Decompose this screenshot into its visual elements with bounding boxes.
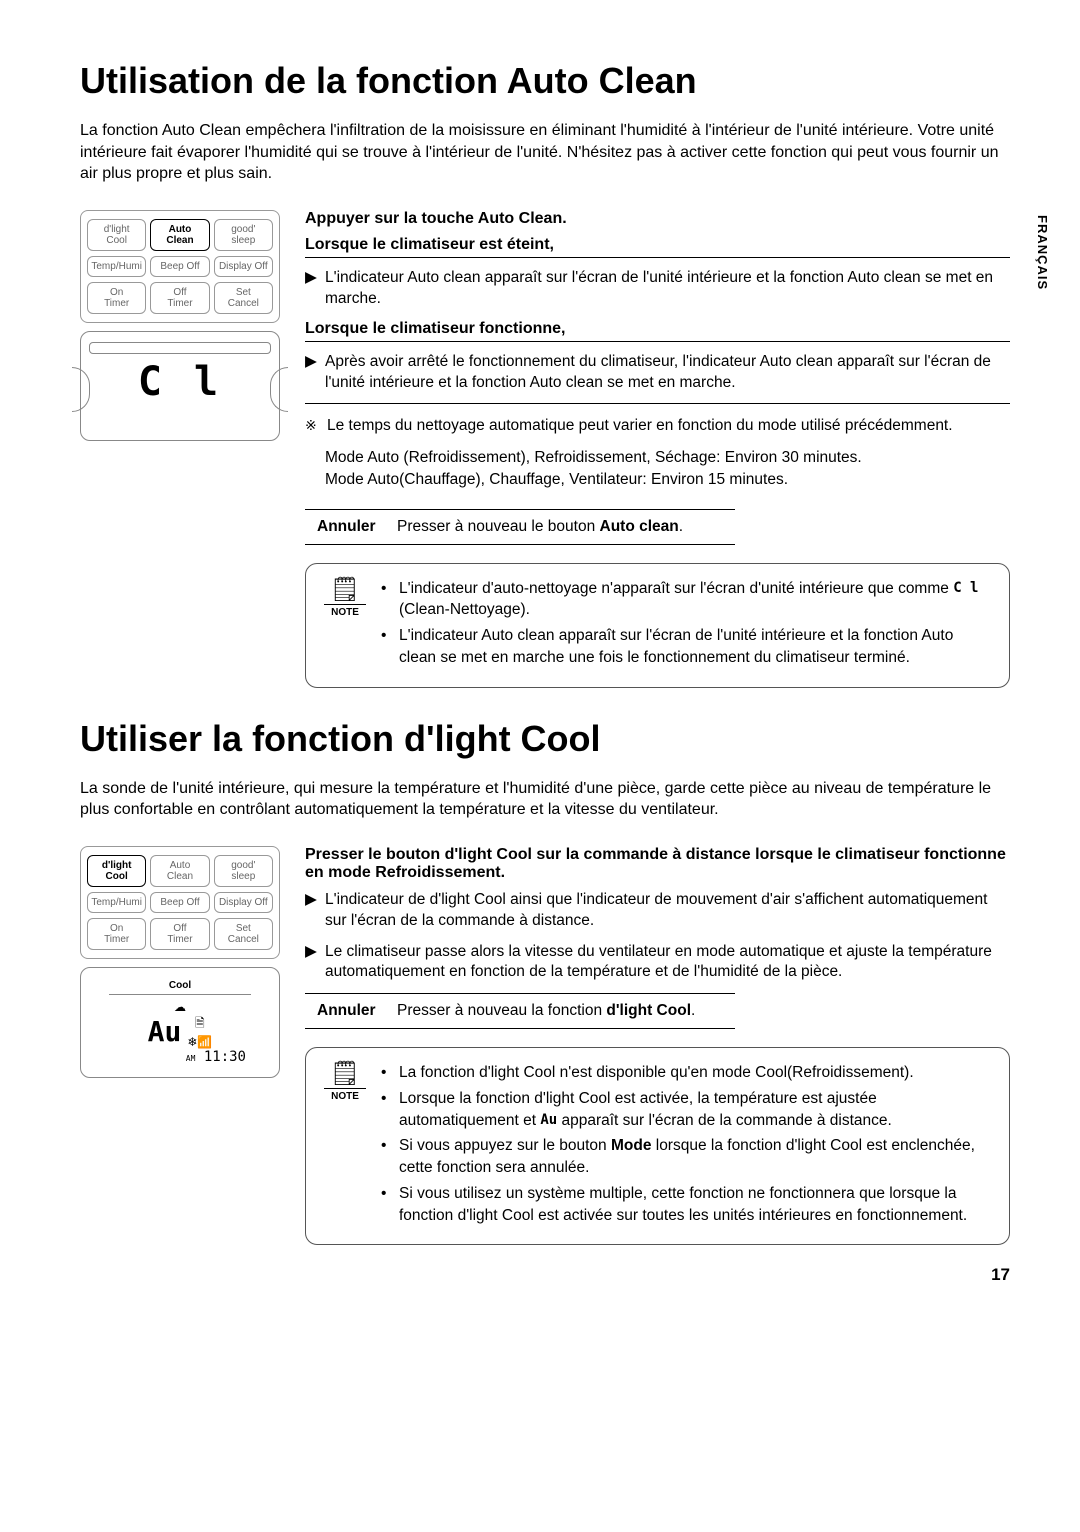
sub2-bullet-text: Après avoir arrêté le fonctionnement du …	[325, 352, 1010, 394]
remote-btn-temphumi: Temp/Humi	[87, 892, 146, 913]
remote-btn-beepoff: Beep Off	[150, 256, 209, 277]
sub2-bullet: ▶ Après avoir arrêté le fonctionnement d…	[305, 352, 1010, 394]
unit-display-s2: Cool ☁ Au 🗎❄📶 AM 11:30	[80, 967, 280, 1078]
sub1-title: Lorsque le climatiseur est éteint,	[305, 236, 1010, 258]
remote-control-s2: d'light Cool Auto Clean good' sleep Temp…	[80, 846, 280, 959]
remote-control-s1: d'light Cool Auto Clean good' sleep Temp…	[80, 210, 280, 323]
annuler-text: Presser à nouveau le bouton Auto clean.	[397, 518, 683, 536]
remote-btn-goodsleep: good' sleep	[214, 855, 273, 887]
page-number: 17	[991, 1265, 1010, 1285]
note1-s1: • L'indicateur d'auto-nettoyage n'appara…	[381, 578, 991, 621]
remote-btn-offtimer: Off Timer	[150, 282, 209, 314]
instruction-autoclean: Appuyer sur la touche Auto Clean.	[305, 210, 1010, 228]
s2-note1: • La fonction d'light Cool n'est disponi…	[381, 1062, 991, 1084]
s2-note2: • Lorsque la fonction d'light Cool est a…	[381, 1088, 991, 1131]
sub2-title: Lorsque le climatiseur fonctionne,	[305, 320, 1010, 342]
note-label-s2: NOTE	[324, 1088, 366, 1102]
s2-bullet1: ▶ L'indicateur de d'light Cool ainsi que…	[305, 890, 1010, 932]
s2-note4: • Si vous utilisez un système multiple, …	[381, 1183, 991, 1226]
remote-btn-autoclean-highlighted: Auto Clean	[150, 219, 209, 251]
note2-s1: • L'indicateur Auto clean apparaît sur l…	[381, 625, 991, 668]
note-icon: 🗒	[324, 578, 366, 602]
remote-btn-dlight-highlighted: d'light Cool	[87, 855, 146, 887]
display-text-cl: C l	[89, 359, 271, 405]
section1-title: Utilisation de la fonction Auto Clean	[80, 60, 1010, 102]
section1-intro: La fonction Auto Clean empêchera l'infil…	[80, 120, 1010, 185]
remote-btn-setcancel: Set Cancel	[214, 282, 273, 314]
annuler-label: Annuler	[317, 518, 397, 536]
annuler-row-s2: Annuler Presser à nouveau la fonction d'…	[305, 993, 735, 1029]
remote-btn-temphumi: Temp/Humi	[87, 256, 146, 277]
sub1-bullet-text: L'indicateur Auto clean apparaît sur l'é…	[325, 268, 1010, 310]
remote-btn-ontimer: On Timer	[87, 282, 146, 314]
section2-title: Utiliser la fonction d'light Cool	[80, 718, 1010, 760]
asterisk-text: Le temps du nettoyage automatique peut v…	[327, 416, 953, 437]
remote-btn-setcancel: Set Cancel	[214, 918, 273, 950]
remote-btn-dlight: d'light Cool	[87, 219, 146, 251]
annuler-label-s2: Annuler	[317, 1002, 397, 1020]
mode-line1: Mode Auto (Refroidissement), Refroidisse…	[325, 447, 1010, 469]
remote-btn-displayoff: Display Off	[214, 892, 273, 913]
unit-display-s1: C l	[80, 331, 280, 441]
remote-btn-goodsleep: good' sleep	[214, 219, 273, 251]
s2-note3: • Si vous appuyez sur le bouton Mode lor…	[381, 1135, 991, 1178]
mode-line2: Mode Auto(Chauffage), Chauffage, Ventila…	[325, 469, 1010, 491]
section2-intro: La sonde de l'unité intérieure, qui mesu…	[80, 778, 1010, 821]
note-box-s1: 🗒 NOTE • L'indicateur d'auto-nettoyage n…	[305, 563, 1010, 688]
asterisk-note: ※ Le temps du nettoyage automatique peut…	[305, 416, 1010, 437]
display-au: Au	[148, 1015, 182, 1048]
note-icon: 🗒	[324, 1062, 366, 1086]
remote-btn-autoclean: Auto Clean	[150, 855, 209, 887]
sub1-bullet: ▶ L'indicateur Auto clean apparaît sur l…	[305, 268, 1010, 310]
side-language-tab: FRANÇAIS	[1035, 215, 1050, 290]
note-box-s2: 🗒 NOTE • La fonction d'light Cool n'est …	[305, 1047, 1010, 1245]
s2-bullet2: ▶ Le climatiseur passe alors la vitesse …	[305, 942, 1010, 984]
instruction-dlight: Presser le bouton d'light Cool sur la co…	[305, 846, 1010, 882]
note-label: NOTE	[324, 604, 366, 618]
display-cool-label: Cool	[109, 980, 251, 995]
remote-btn-beepoff: Beep Off	[150, 892, 209, 913]
remote-btn-displayoff: Display Off	[214, 256, 273, 277]
remote-btn-ontimer: On Timer	[87, 918, 146, 950]
display-time: AM 11:30	[109, 1049, 251, 1065]
annuler-row-s1: Annuler Presser à nouveau le bouton Auto…	[305, 509, 735, 545]
annuler-text-s2: Presser à nouveau la fonction d'light Co…	[397, 1002, 695, 1020]
remote-btn-offtimer: Off Timer	[150, 918, 209, 950]
